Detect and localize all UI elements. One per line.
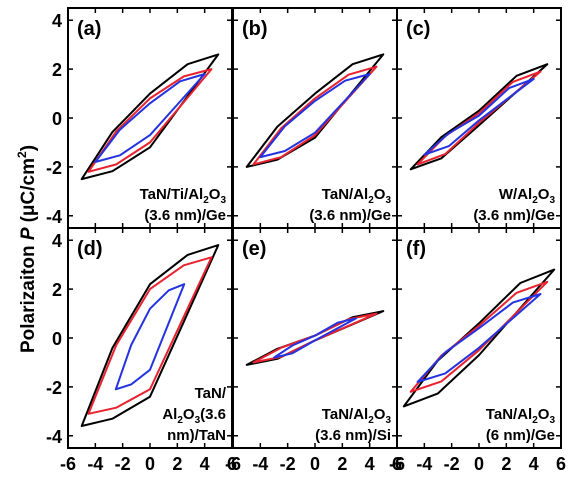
x-tick-label: 6 — [556, 454, 566, 474]
y-tick-label: 0 — [52, 329, 62, 349]
x-tick-label: -6 — [225, 454, 241, 474]
x-tick-label: -2 — [444, 454, 460, 474]
y-tick-label: 2 — [52, 280, 62, 300]
loop-blue — [416, 293, 542, 383]
y-tick-label: 4 — [52, 11, 62, 31]
x-tick-label: 6 — [392, 454, 402, 474]
panel-label: (f) — [406, 238, 426, 260]
sample-label-line: TaN/Al2O3 — [322, 186, 392, 206]
sample-label-line: Al2O3(3.6 — [162, 406, 226, 426]
sample-label-line: TaN/Al2O3 — [486, 406, 556, 426]
y-axis-label: Polarizaiton P (μC/cm2) — [15, 145, 39, 353]
x-tick-label: -4 — [87, 454, 103, 474]
y-axis-label-unit: (μC/cm — [18, 158, 39, 222]
x-tick-label: 0 — [145, 454, 155, 474]
y-axis-label-variable: P — [18, 227, 39, 240]
panel-label: (e) — [242, 238, 266, 260]
panel-a: -4 -2 0 2 4 (a) TaN/Ti/Al2O3(3.6 nm)/Ge — [46, 7, 233, 229]
y-tick-label: -2 — [46, 158, 62, 178]
loop-blue — [259, 73, 371, 159]
x-tick-label: 2 — [337, 454, 347, 474]
x-tick-label: -6 — [60, 454, 76, 474]
x-tick-label: 0 — [310, 454, 320, 474]
loop-red — [252, 65, 378, 166]
x-tick-label: 6 — [227, 454, 237, 474]
sample-label-line: (6 nm)/Ge — [486, 427, 555, 444]
y-tick-label: 2 — [52, 60, 62, 80]
y-axis-label-prefix: Polarizaiton — [18, 240, 39, 353]
panel-b: (b) TaN/Al2O3(3.6 nm)/Ge — [232, 7, 398, 229]
y-axis-label-superscript: 2 — [15, 151, 29, 158]
x-tick-label: 4 — [365, 454, 375, 474]
x-tick-label: 4 — [200, 454, 210, 474]
loop-blue — [273, 317, 357, 359]
x-tick-label: 0 — [474, 454, 484, 474]
loop-blue — [94, 73, 206, 163]
sample-label-line: (3.6 nm)/Ge — [144, 207, 226, 224]
panel-label: (a) — [77, 18, 101, 40]
y-tick-label: 0 — [52, 109, 62, 129]
sample-label-line: (3.6 nm)/Ge — [473, 207, 555, 224]
sample-label-line: nm)/TaN — [167, 427, 226, 444]
x-tick-label: 2 — [172, 454, 182, 474]
panel-label: (c) — [406, 18, 430, 40]
x-tick-label: -2 — [115, 454, 131, 474]
y-axis-label-close: ) — [18, 145, 39, 151]
y-tick-label: -4 — [46, 207, 62, 227]
loop-black — [80, 53, 220, 181]
sample-label-line: (3.6 nm)/Si — [315, 427, 391, 444]
loop-red — [87, 256, 213, 415]
sample-label-line: TaN/ — [195, 385, 227, 402]
sample-label-line: TaN/Al2O3 — [322, 406, 392, 426]
loop-blue — [423, 77, 535, 156]
panel-e: -6 -4 -2 0 2 4 6(e)TaN/Al2O3(3.6 nm)/Si — [225, 227, 402, 474]
x-tick-label: 2 — [501, 454, 511, 474]
panel-label: (d) — [77, 238, 103, 260]
sample-label-line: TaN/Ti/Al2O3 — [140, 186, 227, 206]
y-tick-label: 4 — [52, 231, 62, 251]
panel-c: (c) W/Al2O3(3.6 nm)/Ge — [396, 7, 562, 229]
panel-f: -6 -4 -2 0 2 4 6(f)TaN/Al2O3(6 nm)/Ge — [389, 227, 566, 474]
loop-red — [87, 68, 213, 173]
sample-label-line: W/Al2O3 — [499, 186, 556, 206]
x-tick-label: -6 — [389, 454, 405, 474]
y-tick-label: -2 — [46, 378, 62, 398]
x-tick-label: -4 — [252, 454, 268, 474]
loop-black — [80, 244, 220, 427]
panel-label: (b) — [242, 18, 268, 40]
loop-red — [252, 312, 378, 364]
y-tick-label: -4 — [46, 427, 62, 447]
x-tick-label: -4 — [416, 454, 432, 474]
x-tick-label: -2 — [280, 454, 296, 474]
loop-blue — [114, 283, 186, 391]
x-tick-label: 4 — [529, 454, 539, 474]
sample-label-line: (3.6 nm)/Ge — [309, 207, 391, 224]
